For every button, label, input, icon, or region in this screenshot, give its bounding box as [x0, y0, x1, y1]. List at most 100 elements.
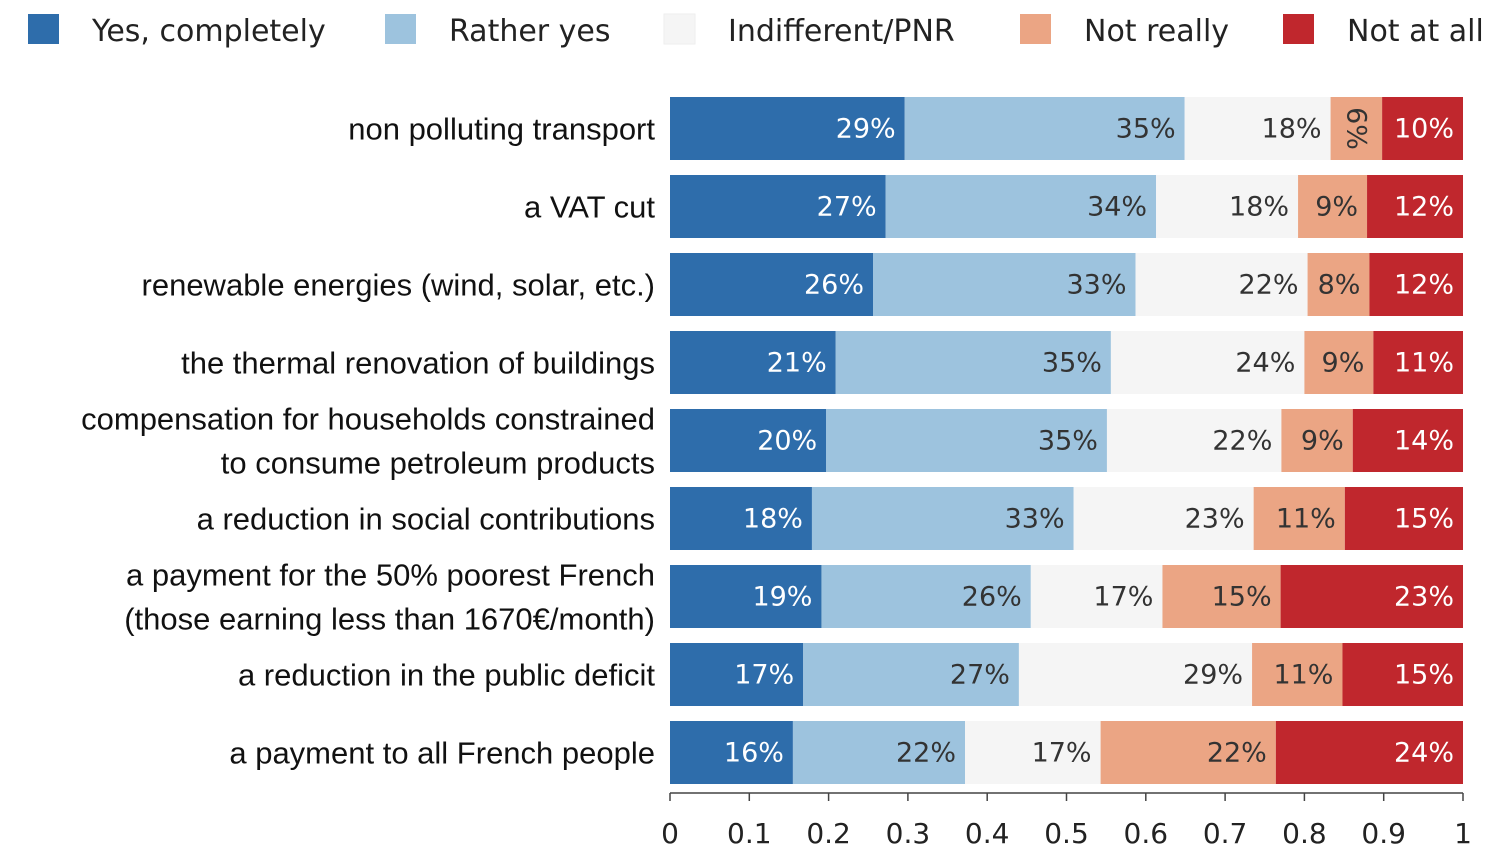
bar-row: a payment to all French people 16% 22% 17% 2… — [229, 721, 1463, 784]
category-label: renewable energies (wind, solar, etc.) — [142, 268, 655, 303]
bar-segment — [670, 175, 886, 238]
legend-swatch — [28, 14, 59, 44]
bar-segment — [670, 97, 905, 160]
data-label: 20% — [757, 426, 817, 457]
bar-row: a payment for the 50% poorest French (tho… — [124, 558, 1463, 637]
x-tick-label: 0.6 — [1124, 817, 1169, 850]
bar-segment — [670, 253, 874, 316]
legend: Yes, completely Rather yes Indifferent/PNR… — [28, 13, 1484, 49]
legend-label: Not really — [1084, 14, 1229, 49]
x-tick-label: 0.8 — [1282, 817, 1327, 850]
bar-segment — [835, 331, 1111, 394]
legend-item: Indifferent/PNR — [663, 13, 955, 49]
bar-segment — [873, 253, 1136, 316]
bar-segment — [1106, 409, 1282, 472]
data-label: 24% — [1394, 738, 1454, 769]
data-label: 22% — [1207, 738, 1267, 769]
x-tick-label: 0.2 — [806, 817, 851, 850]
bar-segment — [1281, 409, 1353, 472]
bar-segment — [670, 643, 804, 706]
legend-swatch — [663, 13, 696, 45]
x-tick-label: 1 — [1454, 817, 1472, 850]
bar-row: a reduction in social contributions 18% 33… — [197, 487, 1463, 550]
bar-row: a VAT cut 27% 34% 18% 9% 12% — [524, 175, 1463, 238]
bar-segment — [826, 409, 1107, 472]
data-label: 34% — [1087, 192, 1147, 223]
data-label: 23% — [1394, 582, 1454, 613]
data-label: 9% — [1315, 192, 1358, 223]
bar-segment — [670, 331, 836, 394]
data-label: 16% — [724, 738, 784, 769]
bar-segment — [1342, 643, 1463, 706]
bar-segment — [1030, 565, 1163, 628]
data-label: 27% — [817, 192, 877, 223]
data-label: 17% — [1032, 738, 1092, 769]
bar-segment — [1369, 253, 1463, 316]
bar-segment — [885, 175, 1157, 238]
data-label: 23% — [1185, 504, 1245, 535]
x-tick-label: 0 — [661, 817, 679, 850]
legend-item: Yes, completely — [28, 14, 326, 49]
bar-segment — [1156, 175, 1299, 238]
bar-segment — [964, 721, 1101, 784]
data-label: 22% — [1212, 426, 1272, 457]
x-axis: 0 0.1 0.2 0.3 0.4 0.5 0.6 0.7 0.8 0.9 1 — [661, 792, 1472, 850]
data-label: 26% — [962, 582, 1022, 613]
bar-row: non polluting transport 29% 35% 18% 6% 10% — [348, 97, 1463, 160]
bar-segment — [1275, 721, 1463, 784]
data-label: 26% — [804, 270, 864, 301]
x-tick-label: 0.9 — [1361, 817, 1406, 850]
bar-segment — [1073, 487, 1254, 550]
bar-segment — [1307, 253, 1370, 316]
category-label: compensation for households constrained — [81, 402, 655, 437]
bar-segment — [1162, 565, 1281, 628]
data-label: 21% — [767, 348, 827, 379]
data-label: 9% — [1301, 426, 1344, 457]
data-label: 17% — [1093, 582, 1153, 613]
bar-segment — [1367, 175, 1463, 238]
data-label: 9% — [1322, 348, 1365, 379]
x-tick-label: 0.4 — [965, 817, 1010, 850]
legend-label: Yes, completely — [91, 14, 326, 49]
legend-item: Rather yes — [385, 14, 611, 49]
category-label: non polluting transport — [348, 112, 655, 147]
category-label: a reduction in social contributions — [197, 502, 655, 537]
category-label: a payment for the 50% poorest French — [126, 558, 655, 593]
data-label: 29% — [836, 114, 896, 145]
data-label: 24% — [1235, 348, 1295, 379]
data-label: 19% — [752, 582, 812, 613]
data-label: 35% — [1038, 426, 1098, 457]
bar-segment — [1184, 97, 1331, 160]
data-label: 29% — [1183, 660, 1243, 691]
data-label: 15% — [1212, 582, 1272, 613]
category-label: the thermal renovation of buildings — [181, 346, 655, 381]
bar-segment — [1253, 487, 1345, 550]
data-label: 14% — [1394, 426, 1454, 457]
bar-segment — [670, 565, 822, 628]
bar-row: renewable energies (wind, solar, etc.) 26… — [142, 253, 1463, 316]
bar-segment — [670, 721, 793, 784]
legend-label: Rather yes — [449, 14, 611, 49]
legend-item: Not at all — [1283, 14, 1484, 49]
data-label: 27% — [950, 660, 1010, 691]
bar-segment — [1018, 643, 1253, 706]
legend-swatch — [1283, 14, 1314, 44]
data-label: 33% — [1005, 504, 1065, 535]
bar-segment — [1100, 721, 1276, 784]
data-label: 17% — [734, 660, 794, 691]
bar-segment — [1304, 331, 1374, 394]
legend-swatch — [385, 14, 416, 44]
x-tick-label: 0.3 — [886, 817, 931, 850]
bar-segment — [803, 643, 1019, 706]
bar-segment — [904, 97, 1185, 160]
bar-segment — [670, 409, 827, 472]
bar-segment — [811, 487, 1074, 550]
data-label: 22% — [1239, 270, 1299, 301]
legend-label: Indifferent/PNR — [728, 14, 955, 49]
data-label: 8% — [1318, 270, 1361, 301]
legend-item: Not really — [1020, 14, 1229, 49]
bar-row: compensation for households constrained t… — [81, 402, 1463, 481]
bar-segment — [1344, 487, 1463, 550]
data-label: 33% — [1066, 270, 1126, 301]
